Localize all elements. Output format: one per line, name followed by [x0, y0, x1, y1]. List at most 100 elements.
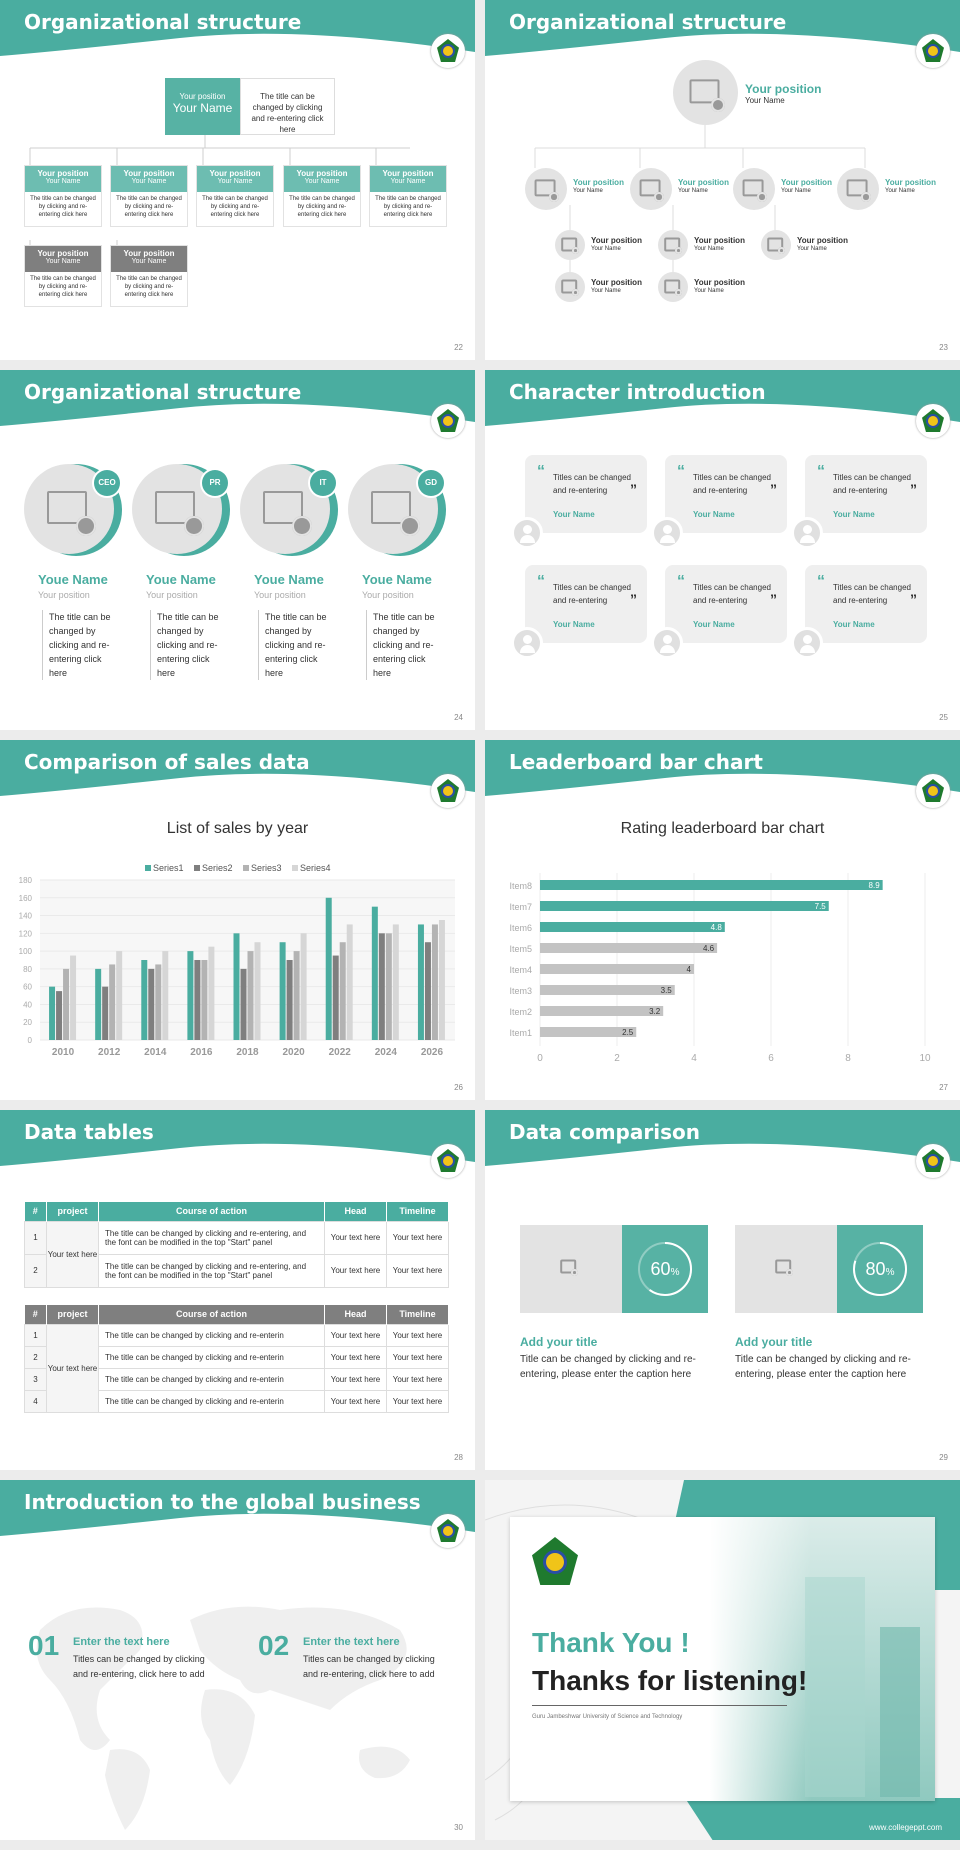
table-header-cell: Timeline — [386, 1202, 449, 1221]
slide-29: Data comparison 60% Add your title Title c… — [485, 1110, 960, 1470]
sub-name: Your Name — [694, 246, 724, 252]
org-card-gray[interactable]: Your position Your Name The title can be c… — [24, 245, 102, 307]
avatar-icon — [651, 627, 683, 659]
thank-card: Thank You ! Thanks for listening! Guru J… — [510, 1517, 935, 1801]
sub-position: Your position — [797, 236, 848, 245]
character-card[interactable]: “ ” Titles can be changed and re-entering Y… — [665, 565, 787, 643]
row-name: Your Name — [573, 188, 603, 194]
character-card[interactable]: “ ” Titles can be changed and re-entering Y… — [665, 455, 787, 533]
y-tick-label: 120 — [19, 929, 33, 938]
sub-position: Your position — [591, 278, 642, 287]
table-header-cell: # — [24, 1202, 47, 1221]
avatar-head — [523, 525, 532, 534]
org-card[interactable]: Your position Your Name The title can be c… — [110, 165, 188, 227]
page-number: 24 — [454, 713, 463, 722]
row-number: 4 — [24, 1389, 47, 1413]
x-tick-label: 2026 — [421, 1047, 444, 1058]
world-map-background — [36, 1606, 410, 1830]
top-position-box[interactable]: Your position Your Name — [165, 78, 240, 135]
website[interactable]: www.collegeppt.com — [869, 1823, 942, 1832]
avatar-head — [523, 635, 532, 644]
chart-title: List of sales by year — [166, 820, 309, 837]
slide-23: Organizational structure Your position Y… — [485, 0, 960, 360]
slide-header — [485, 370, 960, 440]
org-card[interactable]: Your position Your Name The title can be c… — [24, 165, 102, 227]
course-cell: The title can be changed by clicking and… — [98, 1345, 325, 1369]
org-card[interactable]: Your position Your Name The title can be c… — [283, 165, 361, 227]
bar-series3 — [155, 964, 162, 1040]
row-number: 1 — [24, 1323, 47, 1347]
legend-swatch — [194, 865, 200, 871]
org-card[interactable]: Your position Your Name The title can be c… — [369, 165, 447, 227]
bar-series2 — [286, 960, 293, 1040]
head-cell: Your text here — [324, 1323, 387, 1347]
avatar-icon — [511, 517, 543, 549]
x-tick-label: 8 — [845, 1053, 851, 1064]
row-name: Your Name — [678, 188, 708, 194]
head-cell: Your text here — [324, 1345, 387, 1369]
category-label: Item1 — [509, 1028, 532, 1038]
slide-header — [485, 1110, 960, 1180]
percent-value: 60 — [650, 1259, 671, 1279]
category-label: Item6 — [509, 923, 532, 933]
legend-swatch — [243, 865, 249, 871]
bar-series4 — [392, 924, 399, 1040]
table-row[interactable]: 4 The title can be changed by clicking an… — [24, 1389, 449, 1413]
org-card-gray[interactable]: Your position Your Name The title can be c… — [110, 245, 188, 307]
top-photo-icon — [673, 60, 738, 125]
university-logo — [431, 404, 465, 438]
card-text: Titles can be changed and re-entering — [833, 473, 911, 495]
slide-header — [485, 740, 960, 810]
table-row[interactable]: 1 Your text here The title can be changed … — [24, 1220, 449, 1288]
top-name: Your Name — [745, 96, 785, 105]
leaderboard-bar-chart: 0 2 4 6 8 10 Item8 8.9 Item7 7.5 Item6 4.8 Item5 4.6 I… — [509, 873, 931, 1064]
character-card[interactable]: “ ” Titles can be changed and re-entering Y… — [525, 565, 647, 643]
table: # project Course of action Head Timeline 1 You… — [24, 1305, 449, 1413]
org-card[interactable]: Your position Your Name The title can be c… — [196, 165, 274, 227]
bar-series4 — [438, 920, 445, 1040]
photo-icon — [555, 230, 585, 260]
item-heading: Enter the text here — [303, 1636, 400, 1648]
divider — [532, 1705, 787, 1706]
quote-open-icon: “ — [817, 463, 825, 480]
table-row[interactable]: 2 The title can be changed by clicking an… — [24, 1253, 449, 1288]
card-position: Your position — [123, 249, 175, 258]
character-card[interactable]: “ ” Titles can be changed and re-entering Y… — [525, 455, 647, 533]
avatar-head — [663, 635, 672, 644]
course-cell: The title can be changed by clicking and… — [98, 1389, 325, 1413]
item-text: Titles can be changed by clicking and re… — [303, 1654, 435, 1679]
person-position: Your position — [38, 590, 90, 600]
slide-title: Organizational structure — [24, 380, 302, 404]
org-card-header: Your position Your Name — [111, 166, 187, 192]
legend-swatch — [145, 865, 151, 871]
x-tick-label: 2012 — [98, 1047, 121, 1058]
photo-icon — [630, 168, 672, 210]
bar-series2 — [378, 933, 385, 1040]
bar-series1 — [279, 942, 286, 1040]
leaderboard-bar — [540, 964, 694, 974]
x-tick-label: 2016 — [190, 1047, 213, 1058]
row-position: Your position — [885, 178, 936, 187]
value-label: 4.8 — [711, 923, 723, 932]
chart-title: Rating leaderboard bar chart — [620, 820, 825, 837]
legend-label: Series4 — [300, 863, 331, 873]
person-text: The title can be changed by clicking and… — [42, 610, 117, 680]
avatar-icon — [791, 627, 823, 659]
card-text: Titles can be changed and re-entering — [553, 473, 631, 495]
building-shape-2 — [805, 1577, 865, 1797]
category-label: Item7 — [509, 902, 532, 912]
value-label: 3.5 — [661, 986, 673, 995]
legend-label: Series3 — [251, 863, 282, 873]
card-name: Your Name — [45, 258, 81, 265]
table-row[interactable]: 3 The title can be changed by clicking an… — [24, 1367, 449, 1391]
y-tick-label: 140 — [19, 912, 33, 921]
bar-series2 — [56, 991, 63, 1040]
course-cell: The title can be changed by clicking and… — [98, 1367, 325, 1391]
table-row[interactable]: 1 Your text here The title can be changed … — [24, 1323, 449, 1413]
character-card[interactable]: “ ” Titles can be changed and re-entering Y… — [805, 455, 927, 533]
bar-series3 — [247, 951, 254, 1040]
person-name: Youe Name — [362, 572, 432, 587]
card-text: Titles can be changed and re-entering — [833, 583, 911, 605]
x-tick-label: 2 — [614, 1053, 620, 1064]
character-card[interactable]: “ ” Titles can be changed and re-entering Y… — [805, 565, 927, 643]
